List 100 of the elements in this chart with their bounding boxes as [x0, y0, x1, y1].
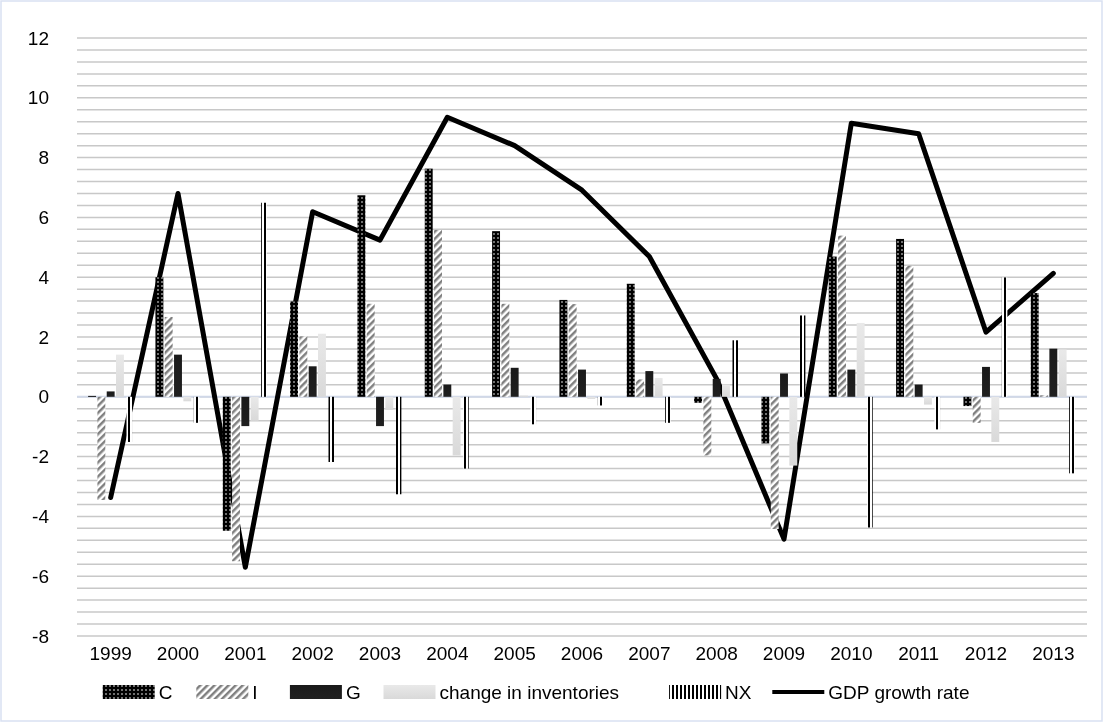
y-tick-label: 4 — [38, 266, 50, 288]
y-tick-label: -4 — [32, 506, 50, 528]
bar — [501, 303, 510, 397]
bar — [838, 235, 846, 397]
bar — [665, 396, 671, 423]
bar — [164, 316, 173, 397]
bar — [963, 396, 972, 407]
x-tick-label: 2009 — [762, 643, 806, 664]
bar — [1001, 277, 1008, 397]
x-tick-label: 2006 — [560, 643, 604, 664]
x-tick-label: 1999 — [89, 643, 132, 664]
bar — [1069, 396, 1075, 474]
bar — [97, 396, 106, 500]
y-tick-label: 10 — [27, 87, 49, 109]
legend-label: GDP growth rate — [828, 681, 970, 703]
bar — [290, 301, 299, 397]
bar — [654, 377, 663, 397]
bar — [1049, 348, 1058, 397]
bar — [972, 396, 981, 423]
bar — [828, 256, 837, 397]
bar — [991, 396, 1000, 442]
bar — [174, 354, 182, 397]
bar — [318, 333, 326, 397]
bar — [232, 396, 240, 562]
bar — [867, 396, 873, 528]
bar — [587, 396, 596, 399]
x-tick-label: 2013 — [1032, 643, 1075, 664]
bar — [780, 373, 788, 397]
bar — [510, 367, 519, 397]
y-tick-label: 8 — [38, 147, 49, 169]
bar — [578, 369, 586, 397]
bar — [126, 396, 133, 442]
bar — [155, 277, 164, 397]
bar — [1030, 293, 1039, 397]
bar — [722, 384, 730, 397]
bar — [1058, 349, 1067, 397]
x-tick-label: 2001 — [224, 643, 267, 664]
y-tick-label: -8 — [32, 625, 49, 647]
y-tick-label: -2 — [32, 446, 49, 468]
x-tick-label: 2002 — [291, 643, 334, 664]
bar — [847, 369, 856, 397]
bar — [905, 265, 914, 397]
y-tick-label: -6 — [32, 565, 49, 587]
x-tick-label: 2004 — [426, 643, 469, 664]
x-tick-label: 2011 — [898, 643, 940, 664]
bar — [250, 396, 259, 421]
bar — [712, 378, 721, 397]
bar — [559, 299, 568, 397]
bar — [492, 231, 501, 397]
x-tick-label: 2012 — [964, 643, 1008, 664]
x-tick-label: 2008 — [695, 643, 738, 664]
bar — [385, 396, 394, 410]
legend-label: change in inventories — [439, 681, 620, 703]
bar — [568, 304, 577, 397]
bar — [116, 354, 124, 397]
bar — [645, 371, 654, 397]
bar — [193, 396, 200, 423]
bar — [770, 396, 779, 529]
bar — [183, 396, 192, 402]
bar — [424, 168, 433, 397]
y-tick-label: 12 — [27, 27, 49, 49]
legend-label: NX — [725, 681, 752, 703]
x-tick-label: 2005 — [493, 643, 536, 664]
x-tick-label: 2003 — [358, 643, 402, 664]
y-tick-label: 0 — [38, 386, 49, 408]
legend-label: I — [252, 681, 258, 703]
x-tick-label: 2000 — [156, 643, 200, 664]
bar — [241, 396, 250, 427]
bar — [799, 315, 806, 397]
bar — [366, 303, 375, 397]
bar — [463, 396, 469, 469]
y-tick-label: 2 — [38, 326, 49, 348]
bar — [703, 396, 712, 456]
bar — [443, 384, 452, 397]
bar — [982, 366, 990, 397]
legend-label: G — [345, 681, 361, 703]
bar — [452, 396, 461, 456]
x-tick-label: 2007 — [628, 643, 671, 664]
bar — [636, 379, 644, 397]
bar — [856, 322, 865, 397]
x-tick-label: 2010 — [830, 643, 873, 664]
bar — [694, 396, 703, 403]
bar — [308, 366, 317, 397]
legend-label: C — [158, 681, 173, 703]
bar — [434, 229, 442, 397]
bar — [328, 396, 335, 462]
bar — [761, 396, 770, 444]
bar — [914, 384, 923, 397]
bar — [357, 195, 366, 397]
bar — [924, 396, 932, 405]
bar — [395, 396, 402, 495]
bar — [376, 396, 384, 427]
bar — [732, 340, 739, 397]
bar — [106, 391, 115, 397]
bar — [299, 336, 308, 397]
y-tick-label: 6 — [38, 207, 49, 229]
bar — [896, 238, 905, 397]
bar — [261, 202, 267, 397]
bar — [222, 396, 231, 531]
bar — [789, 396, 798, 466]
